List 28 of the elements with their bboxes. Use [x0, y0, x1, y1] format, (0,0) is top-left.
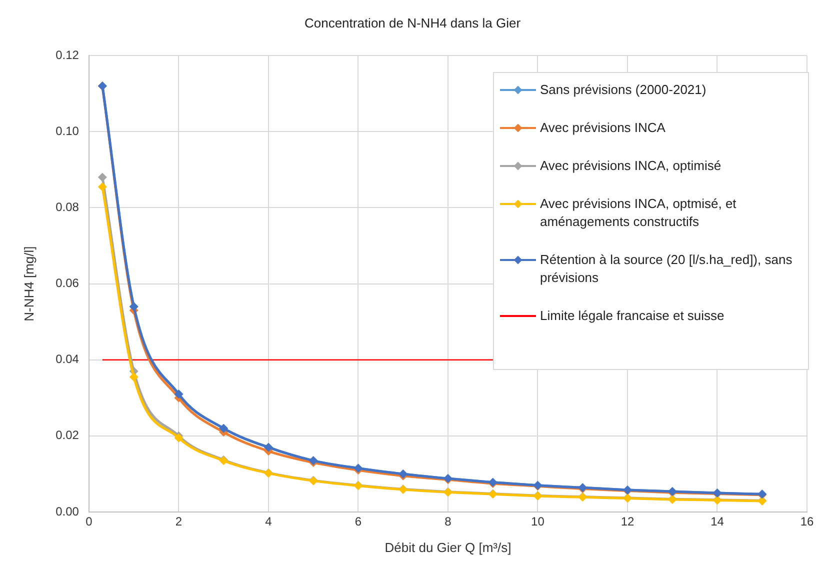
x-tick-label: 6 [354, 514, 362, 529]
y-tick-label: 0.04 [56, 352, 80, 366]
x-tick-label: 2 [175, 514, 182, 529]
legend-label: Sans prévisions (2000-2021) [540, 81, 706, 99]
x-tick-label: 12 [620, 514, 634, 529]
point [98, 172, 107, 182]
x-tick-label: 4 [265, 514, 272, 529]
y-tick-label: 0.06 [56, 276, 80, 290]
legend-label: Limite légale francaise et suisse [540, 307, 724, 325]
legend-label: Rétention à la source (20 [l/s.ha_red]), sans prévisions [540, 251, 794, 287]
x-tick-label: 8 [444, 514, 452, 529]
y-tick-label: 0.12 [56, 48, 80, 62]
y-tick-label: 0.10 [56, 124, 80, 138]
legend-label: Avec prévisions INCA [540, 119, 666, 137]
x-axis-title: Débit du Gier Q [m³/s] [384, 540, 512, 555]
legend-label: Avec prévisions INCA, optimisé [540, 157, 722, 175]
y-tick-label: 0.08 [56, 200, 80, 214]
y-tick-label: 0.02 [56, 428, 80, 442]
y-axis-title: N-NH4 [mg/l] [21, 246, 36, 322]
y-tick-label: 0.00 [56, 504, 80, 518]
x-tick-label: 10 [531, 514, 545, 529]
legend-label: Avec prévisions INCA, optmisé, et aménagements constructifs [540, 195, 738, 231]
point [98, 182, 107, 192]
point [129, 372, 138, 382]
x-tick-label: 16 [800, 514, 814, 529]
x-tick-label: 0 [86, 514, 93, 529]
x-tick-label: 14 [710, 514, 724, 529]
chart-title: Concentration de N-NH4 dans la Gier [304, 15, 522, 30]
